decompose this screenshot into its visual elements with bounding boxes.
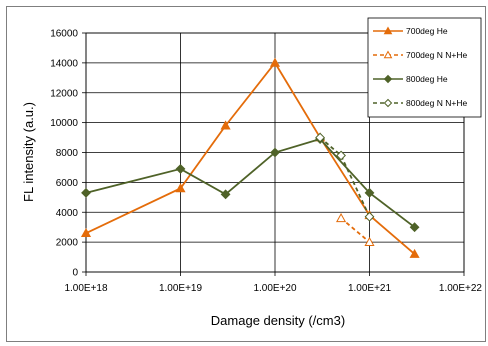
data-point <box>336 212 347 223</box>
x-axis-title: Damage density (/cm3) <box>211 313 345 328</box>
data-point <box>409 248 420 258</box>
legend-item: 800deg He <box>373 74 448 84</box>
legend-item: 800deg N N+He <box>373 98 467 108</box>
legend-label: 800deg He <box>406 74 448 84</box>
data-point <box>409 222 420 233</box>
y-tick-label: 10000 <box>50 118 78 129</box>
y-tick-label: 4000 <box>56 208 79 219</box>
data-point <box>175 164 186 174</box>
legend-item: 700deg N N+He <box>373 50 467 60</box>
data-point <box>220 189 231 200</box>
data-point <box>81 187 91 198</box>
x-tick-label: 1.00E+22 <box>439 283 483 294</box>
y-tick-label: 12000 <box>50 88 78 99</box>
data-point <box>175 183 186 193</box>
legend-label: 700deg N N+He <box>406 50 467 60</box>
data-point <box>315 132 325 143</box>
x-tick-label: 1.00E+19 <box>159 283 203 294</box>
y-tick-label: 6000 <box>56 178 79 189</box>
data-point <box>383 26 393 35</box>
y-tick-label: 16000 <box>50 29 78 40</box>
data-point <box>383 74 393 84</box>
data-point <box>364 187 375 198</box>
x-tick-label: 1.00E+20 <box>253 283 297 294</box>
data-point <box>383 50 393 59</box>
legend-label: 700deg He <box>406 26 448 36</box>
y-tick-label: 2000 <box>56 238 79 249</box>
data-point <box>220 120 231 130</box>
y-tick-label: 8000 <box>56 148 79 159</box>
x-axis-ticks: 1.00E+18 1.00E+19 1.00E+20 1.00E+21 1.00E+22 <box>64 272 482 294</box>
legend-item: 700deg He <box>373 26 448 36</box>
series-line <box>85 61 416 255</box>
y-axis-title: FL intensity (a.u.) <box>21 102 36 202</box>
legend-label: 800deg N N+He <box>406 98 467 108</box>
series-800deg-n-n-he <box>315 132 375 222</box>
legend: 700deg He 700deg N N+He 800deg He 800deg N … <box>367 17 482 118</box>
series-700deg-n-n-he <box>336 212 375 246</box>
y-axis-ticks: 0 2000 4000 6000 8000 10000 12000 14000 16000 <box>50 29 86 279</box>
data-point <box>270 147 280 158</box>
data-point <box>80 227 92 238</box>
series-layer <box>80 57 420 258</box>
x-tick-label: 1.00E+21 <box>348 283 392 294</box>
y-tick-label: 0 <box>72 268 78 279</box>
data-point <box>364 211 375 222</box>
data-point <box>336 150 346 161</box>
data-point <box>269 57 281 67</box>
x-tick-label: 1.00E+18 <box>64 283 108 294</box>
series-line <box>340 217 371 243</box>
series-line <box>319 136 371 218</box>
data-point <box>364 236 375 246</box>
y-tick-label: 14000 <box>50 58 78 69</box>
data-point <box>383 98 393 108</box>
